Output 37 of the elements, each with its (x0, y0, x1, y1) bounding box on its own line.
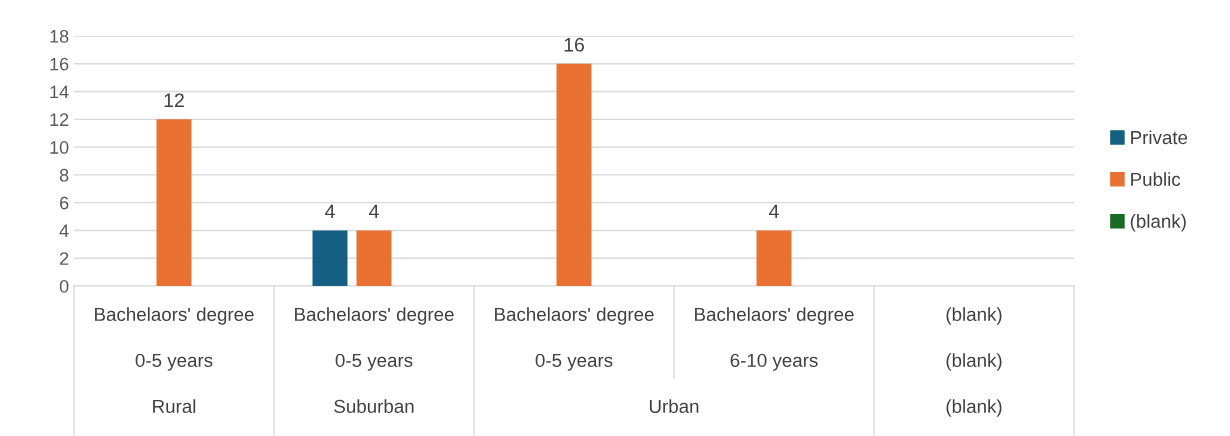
text: 0-5 years (535, 353, 613, 371)
y-tick-label: 0 (59, 279, 69, 293)
text: 0-5 years (135, 353, 213, 371)
x-tick-label: Bachelaors' degree (495, 307, 654, 325)
bar (556, 63, 592, 286)
bar (356, 230, 392, 286)
bar (312, 230, 348, 286)
text: Rural (153, 399, 196, 414)
x-tick-label: Bachelaors' degree (695, 307, 854, 325)
legend-label: Private (1131, 130, 1188, 145)
text: Urban (649, 399, 699, 414)
text: 0-5 years (335, 353, 413, 371)
y-tick-label: 10 (50, 141, 69, 154)
y-tick-label: 12 (50, 113, 69, 126)
y-tick-label: 16 (50, 57, 69, 71)
text: (blank) (946, 353, 1002, 371)
data-label: 16 (564, 37, 584, 52)
text: (blank) (946, 399, 1002, 417)
y-tick-label: 4 (59, 224, 69, 237)
data-label: 4 (369, 204, 379, 219)
bar (156, 119, 192, 286)
x-tick-label: Bachelaors' degree (295, 307, 454, 325)
text: 6-10 years (730, 353, 818, 371)
data-label: 12 (164, 93, 184, 107)
y-tick-label: 6 (60, 196, 69, 210)
data-label: 4 (325, 204, 335, 219)
x-tick-label: (blank) (946, 307, 1002, 325)
x-tick-label: Bachelaors' degree (95, 307, 254, 325)
data-label: 4 (769, 204, 779, 219)
legend-label: Public (1131, 172, 1181, 187)
y-tick-label: 18 (50, 29, 69, 43)
bar (756, 230, 792, 286)
y-tick-label: 8 (59, 168, 69, 182)
legend-label: (blank) (1130, 214, 1186, 232)
y-tick-label: 2 (60, 252, 69, 265)
text: Suburban (334, 399, 414, 414)
y-tick-label: 14 (50, 85, 69, 99)
